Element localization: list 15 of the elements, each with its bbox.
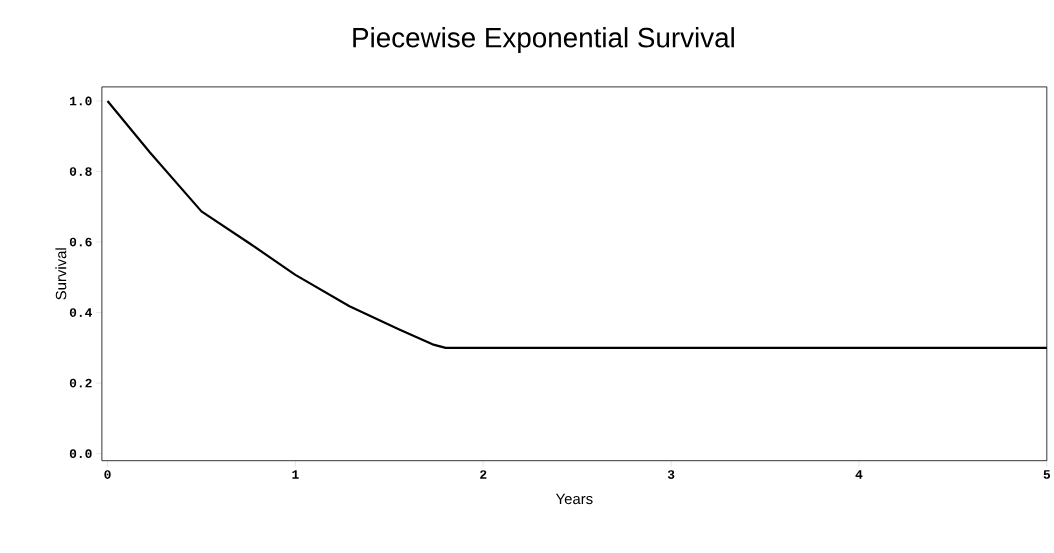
- x-tick-label: 1: [292, 470, 299, 479]
- x-tick-label: 4: [855, 470, 863, 479]
- x-tick-label: 3: [667, 470, 675, 480]
- y-tick-label: 0.4: [69, 308, 93, 318]
- x-axis-title: Years: [555, 493, 593, 505]
- y-tick-label: 0.6: [69, 237, 92, 247]
- y-tick-label: 0.0: [69, 449, 92, 459]
- x-tick-label: 2: [480, 470, 487, 480]
- x-tick-label: 0: [104, 470, 111, 480]
- y-tick-label: 1.0: [70, 96, 92, 106]
- x-tick-label: 5: [1043, 470, 1051, 480]
- y-axis-title: Survival: [55, 248, 67, 300]
- chart-title: Piecewise Exponential Survival: [353, 27, 734, 54]
- y-tick-label: 0.2: [69, 378, 92, 388]
- y-tick-label: 0.8: [69, 167, 92, 177]
